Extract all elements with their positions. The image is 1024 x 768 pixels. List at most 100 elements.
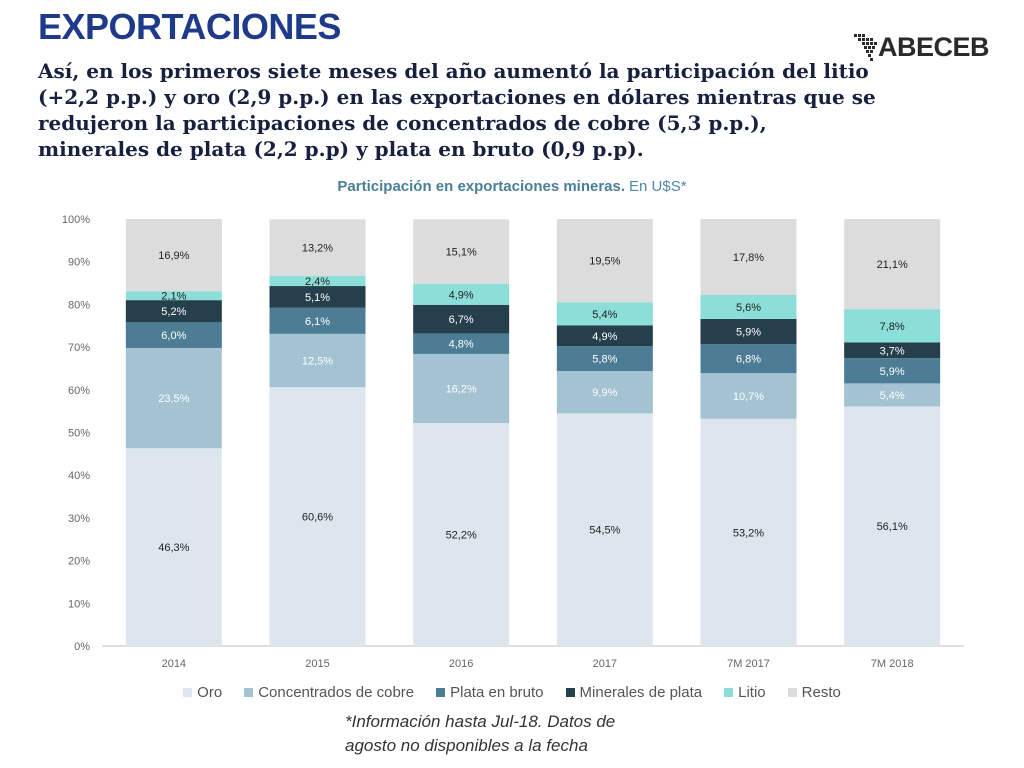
footnote-line-2: agosto no disponibles a la fecha xyxy=(345,736,588,755)
bar-segment xyxy=(269,387,366,646)
y-tick-label: 90% xyxy=(68,257,90,269)
data-label: 52,2% xyxy=(446,530,477,542)
page-title: EXPORTACIONES xyxy=(38,6,341,47)
x-tick-label: 2014 xyxy=(162,658,186,670)
x-tick-label: 7M 2018 xyxy=(871,658,914,670)
data-label: 2,4% xyxy=(305,276,330,288)
data-label: 16,2% xyxy=(446,384,477,396)
data-label: 60,6% xyxy=(302,512,333,524)
bar-segment xyxy=(269,219,366,276)
data-label: 2,1% xyxy=(161,291,186,303)
chart-title-main: Participación en exportaciones mineras. xyxy=(337,178,626,195)
data-label: 9,9% xyxy=(592,387,617,399)
data-label: 13,2% xyxy=(302,243,333,255)
data-label: 5,9% xyxy=(736,327,761,339)
abeceb-logo: ABECEB xyxy=(848,30,998,70)
legend-swatch xyxy=(244,688,254,697)
bar-segment xyxy=(125,219,222,292)
bar-segment xyxy=(700,418,797,646)
data-label: 12,5% xyxy=(302,356,333,368)
bar-segment xyxy=(125,347,222,449)
data-label: 6,1% xyxy=(305,316,330,328)
y-tick-label: 50% xyxy=(68,428,90,440)
bar-segment xyxy=(556,346,653,372)
x-tick-label: 2015 xyxy=(305,658,329,670)
data-label: 7,8% xyxy=(880,321,905,333)
legend-label: Concentrados de cobre xyxy=(258,684,415,701)
chart-title-unit: En U$S* xyxy=(629,178,687,195)
bar-segment xyxy=(700,219,797,296)
data-label: 16,9% xyxy=(158,250,189,262)
bar-segment xyxy=(556,371,653,414)
data-label: 6,7% xyxy=(449,314,474,326)
bar-segment xyxy=(700,344,797,374)
y-tick-label: 80% xyxy=(68,299,90,311)
data-label: 5,6% xyxy=(736,302,761,314)
footnote: *Información hasta Jul-18. Datos de agos… xyxy=(345,710,665,758)
y-tick-label: 40% xyxy=(68,470,90,482)
legend-item: Litio xyxy=(724,684,766,701)
data-label: 10,7% xyxy=(733,391,764,403)
footnote-line-1: *Información hasta Jul-18. Datos de xyxy=(345,712,616,731)
y-tick-label: 60% xyxy=(68,385,90,397)
bar-segment xyxy=(413,423,510,646)
legend-item: Oro xyxy=(183,684,222,701)
data-label: 6,8% xyxy=(736,354,761,366)
legend-item: Plata en bruto xyxy=(436,684,544,701)
data-label: 54,5% xyxy=(589,525,620,537)
chart-legend: Oro Concentrados de cobre Plata en bruto Mi… xyxy=(0,684,1024,701)
bar-segment xyxy=(844,383,941,407)
bar-segment xyxy=(844,406,941,646)
legend-swatch xyxy=(436,688,446,697)
data-label: 23,5% xyxy=(158,393,189,405)
bar-segment xyxy=(413,304,510,334)
bar-segment xyxy=(556,325,653,347)
chart-title: Participación en exportaciones mineras. E… xyxy=(0,178,1024,195)
data-label: 5,8% xyxy=(592,354,617,366)
data-label: 19,5% xyxy=(589,256,620,268)
bar-segment xyxy=(844,219,941,310)
legend-swatch xyxy=(787,688,797,697)
legend-label: Oro xyxy=(197,684,223,701)
bar-segment xyxy=(844,358,941,384)
data-label: 53,2% xyxy=(733,527,764,539)
legend-label: Plata en bruto xyxy=(450,684,544,701)
y-tick-label: 0% xyxy=(74,641,90,653)
logo-text: ABECEB xyxy=(878,32,990,62)
data-label: 56,1% xyxy=(877,521,908,533)
y-tick-label: 70% xyxy=(68,342,90,354)
data-label: 4,9% xyxy=(592,331,617,343)
y-tick-label: 100% xyxy=(62,214,90,226)
legend-label: Minerales de plata xyxy=(579,684,703,701)
data-label: 17,8% xyxy=(733,252,764,264)
bar-segment xyxy=(125,291,222,301)
bar-segment xyxy=(413,353,510,424)
bar-segment xyxy=(413,283,510,305)
legend-swatch xyxy=(724,688,734,697)
bar-segment xyxy=(413,219,510,284)
bar-segment xyxy=(125,322,222,348)
bar-segment xyxy=(556,219,653,303)
bar-segment xyxy=(700,318,797,345)
bar-segment xyxy=(269,307,366,334)
data-label: 3,7% xyxy=(880,345,905,357)
bar-segment xyxy=(556,302,653,326)
bar-segment xyxy=(844,342,941,359)
data-label: 46,3% xyxy=(158,542,189,554)
bar-segment xyxy=(125,448,222,646)
legend-label: Litio xyxy=(738,684,766,701)
bar-segment xyxy=(700,373,797,419)
bar-segment xyxy=(700,295,797,319)
x-tick-label: 2017 xyxy=(593,658,617,670)
legend-label: Resto xyxy=(801,684,841,701)
logo-map-icon xyxy=(854,34,877,61)
legend-swatch xyxy=(183,688,193,697)
bar-segment xyxy=(413,333,510,354)
data-label: 5,4% xyxy=(592,309,617,321)
y-tick-label: 30% xyxy=(68,513,90,525)
legend-item: Concentrados de cobre xyxy=(244,684,414,701)
data-label: 5,9% xyxy=(880,366,905,378)
legend-item: Minerales de plata xyxy=(565,684,703,701)
x-tick-label: 7M 2017 xyxy=(727,658,770,670)
